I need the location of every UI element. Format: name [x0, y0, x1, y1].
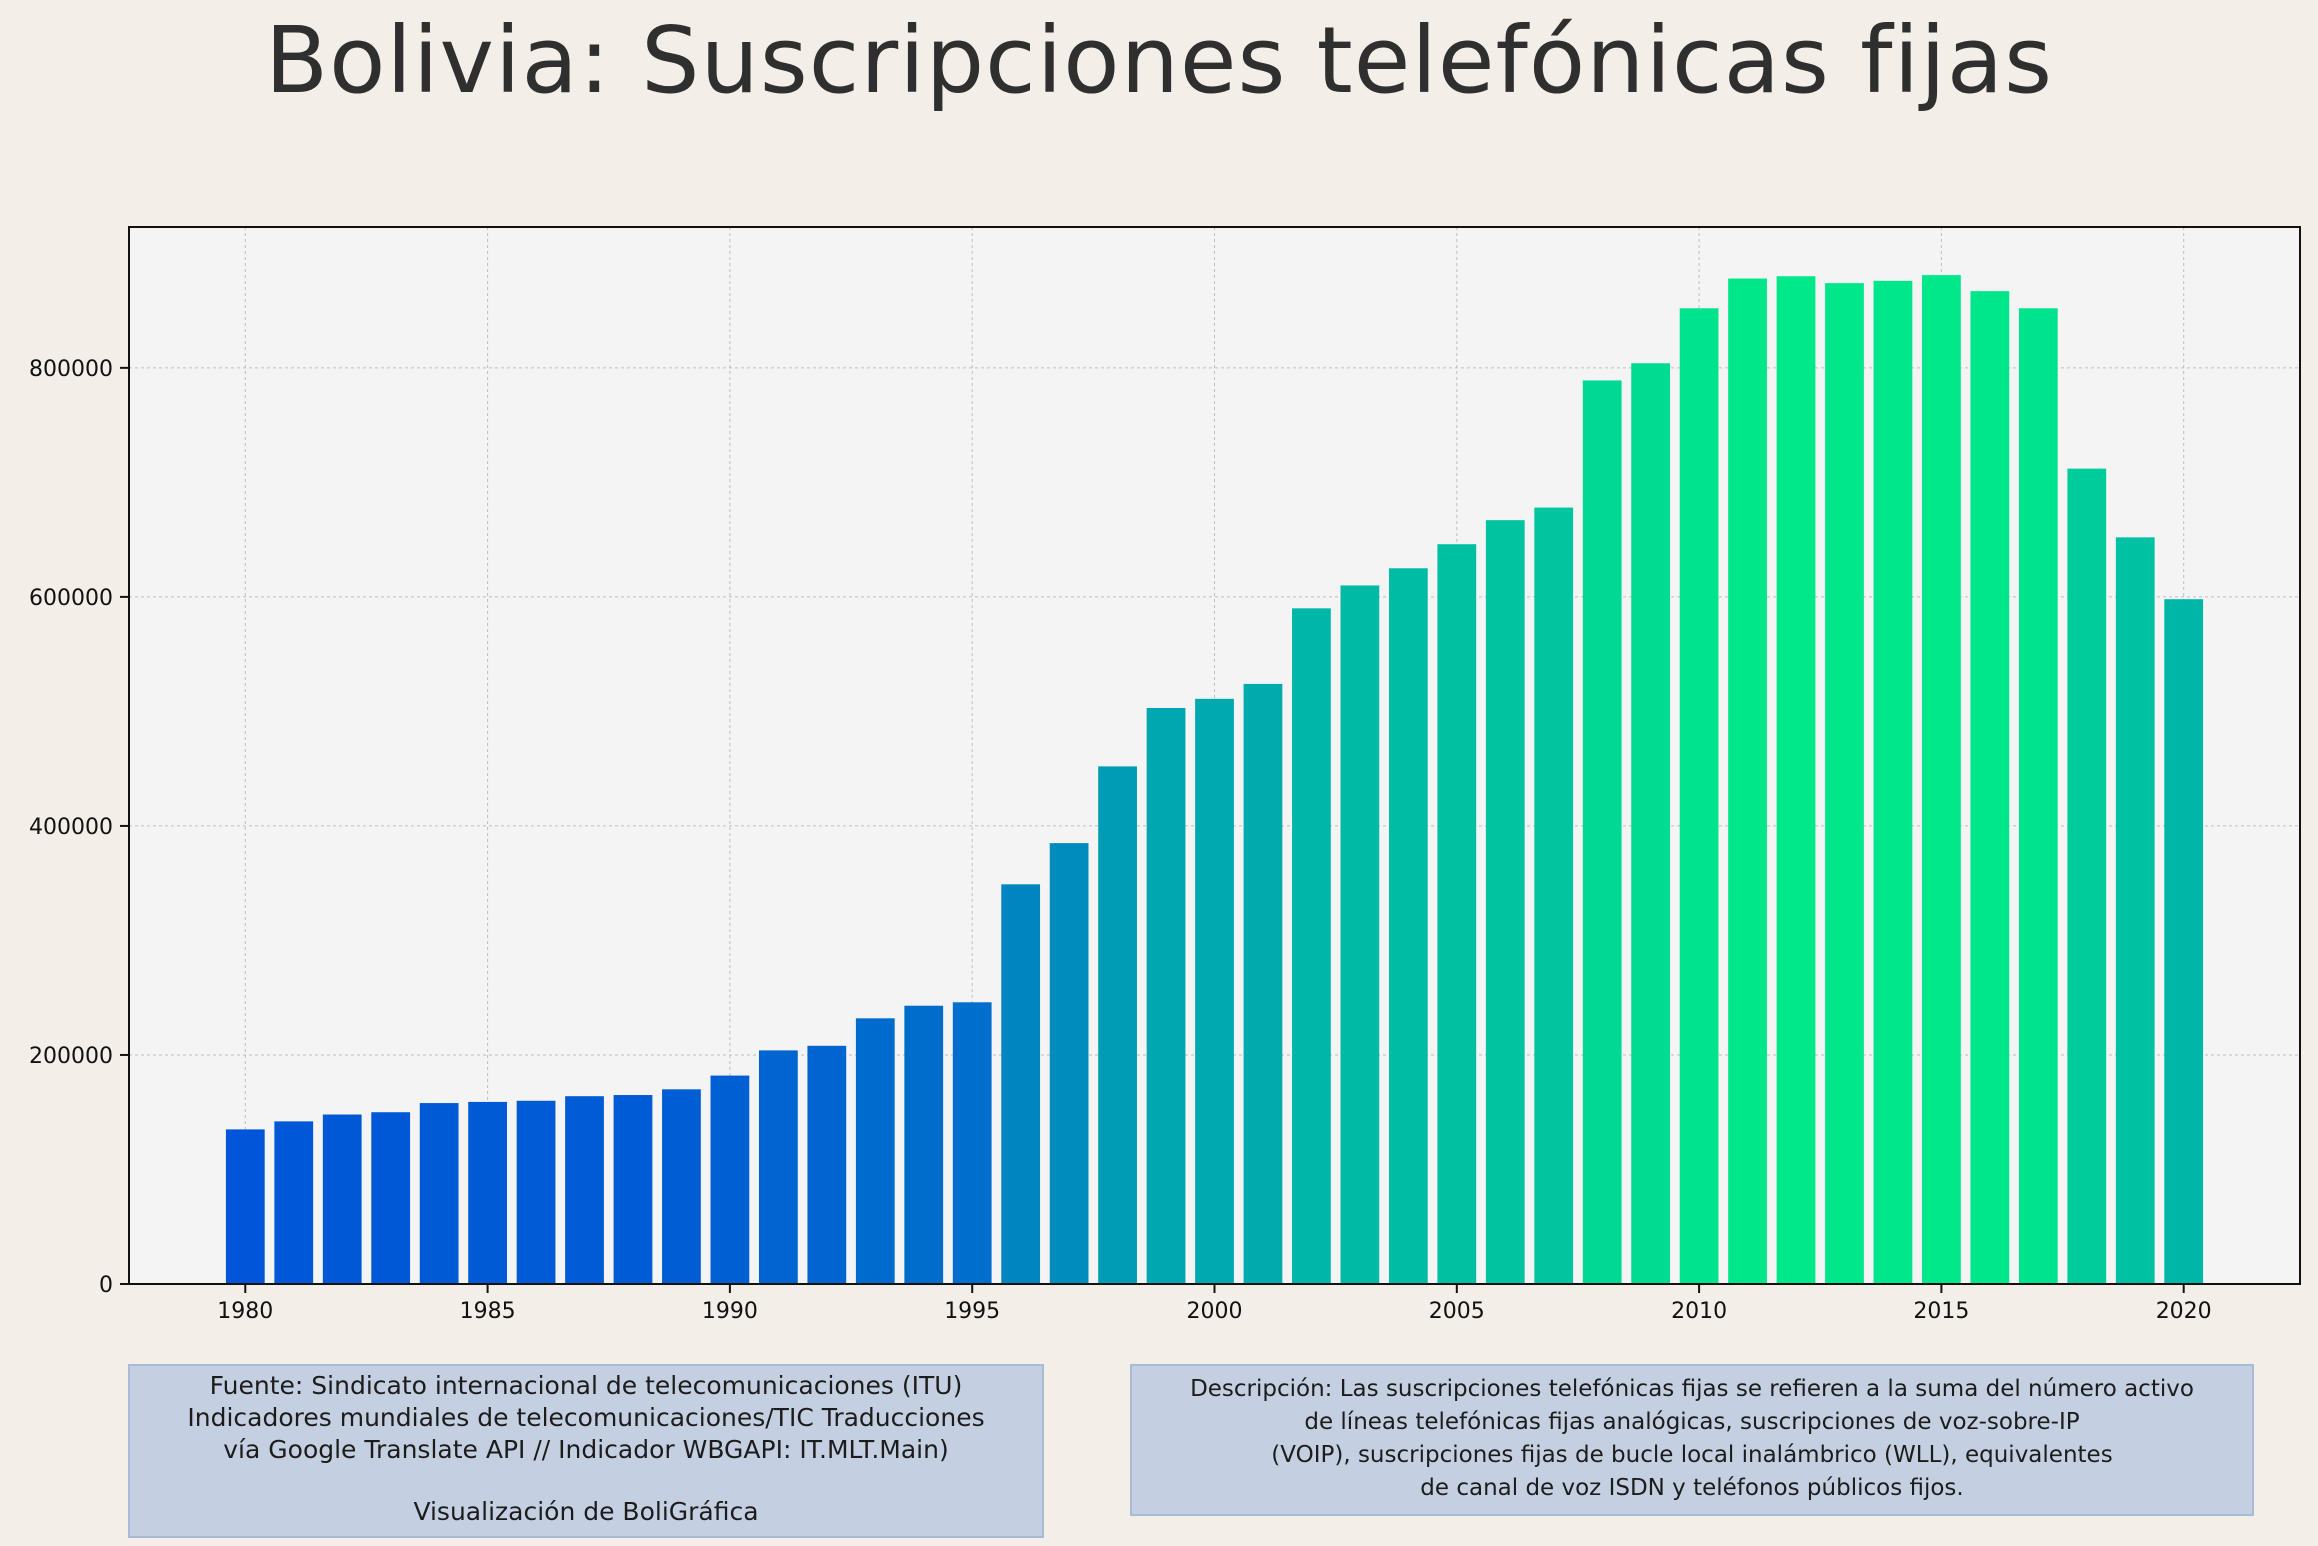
bar-1988	[613, 1095, 653, 1284]
bar-2008	[1582, 380, 1622, 1284]
chart-title: Bolivia: Suscripciones telefónicas fijas	[265, 7, 2053, 114]
bar-1998	[1098, 766, 1137, 1284]
x-tick-label: 1980	[217, 1299, 273, 1324]
bar-1995	[952, 1002, 992, 1284]
bar-2017	[2018, 308, 2058, 1284]
bar-2014	[1873, 280, 1913, 1285]
x-tick-label: 2000	[1187, 1299, 1243, 1324]
x-tick-label: 2005	[1429, 1299, 1485, 1324]
x-tick-label: 2015	[1913, 1299, 1969, 1324]
bar-chart: 1980 1985 1990 1995 2000 2005 2010 2015 2020 0 200…	[29, 226, 2301, 1324]
bar-2020	[2164, 599, 2204, 1284]
y-tick-label: 0	[99, 1273, 113, 1298]
source-line-2: Indicadores mundiales de telecomunicacio…	[187, 1403, 985, 1432]
bar-2003	[1340, 585, 1380, 1284]
x-tick-label: 1995	[944, 1299, 1000, 1324]
bar-1982	[322, 1114, 362, 1284]
bar-1996	[1001, 884, 1041, 1284]
x-tick-label: 1985	[460, 1299, 516, 1324]
bar-1983	[371, 1112, 411, 1284]
bar-2007	[1534, 507, 1574, 1284]
source-note: Fuente: Sindicato internacional de telec…	[128, 1364, 1044, 1538]
bar-1993	[855, 1018, 895, 1284]
bar-2010	[1679, 308, 1719, 1284]
bar-2006	[1485, 520, 1525, 1284]
bar-1981	[274, 1121, 314, 1284]
x-tick-label: 2020	[2156, 1299, 2212, 1324]
y-tick-label: 200000	[29, 1044, 113, 1069]
bar-1997	[1049, 843, 1089, 1284]
bar-2016	[1970, 291, 2010, 1284]
bar-2009	[1631, 363, 1671, 1285]
bar-2012	[1776, 276, 1816, 1284]
bar-1990	[710, 1075, 750, 1284]
y-tick-label: 800000	[29, 357, 113, 382]
bar-1985	[468, 1101, 507, 1284]
x-tick-label: 1990	[702, 1299, 758, 1324]
credit-line: Visualización de BoliGráfica	[413, 1497, 759, 1526]
bar-1987	[565, 1096, 604, 1284]
bar-1989	[662, 1089, 701, 1284]
bar-1994	[904, 1005, 944, 1284]
bar-1999	[1146, 707, 1186, 1284]
bar-2018	[2067, 468, 2107, 1285]
y-tick-label: 600000	[29, 586, 113, 611]
bar-2004	[1388, 568, 1428, 1284]
bar-1984	[419, 1103, 459, 1284]
description-note: Descripción: Las suscripciones telefónic…	[1130, 1364, 2254, 1516]
y-tick-label: 400000	[29, 815, 113, 840]
axis-ticks: 1980 1985 1990 1995 2000 2005 2010 2015 2020 0 200…	[29, 357, 2212, 1324]
description-line-2: de líneas telefónicas fijas analógicas, …	[1304, 1409, 2080, 1435]
bar-2000	[1195, 698, 1234, 1284]
bar-1980	[225, 1129, 265, 1284]
bar-1992	[807, 1045, 847, 1284]
bar-2013	[1825, 283, 1864, 1284]
description-line-1: Descripción: Las suscripciones telefónic…	[1190, 1376, 2194, 1402]
bar-2015	[1922, 275, 1961, 1284]
bars	[225, 275, 2204, 1285]
description-line-3: (VOIP), suscripciones fijas de bucle loc…	[1271, 1442, 2113, 1468]
bar-2005	[1437, 544, 1477, 1284]
description-line-4: de canal de voz ISDN y teléfonos público…	[1420, 1475, 1964, 1501]
bar-1986	[516, 1100, 556, 1284]
bar-2019	[2115, 537, 2155, 1284]
source-line-1: Fuente: Sindicato internacional de telec…	[209, 1371, 963, 1400]
bar-2001	[1243, 683, 1283, 1284]
source-line-3: vía Google Translate API // Indicador WB…	[223, 1435, 949, 1464]
bar-2011	[1728, 278, 1767, 1284]
bar-2002	[1292, 608, 1331, 1284]
x-tick-label: 2010	[1671, 1299, 1727, 1324]
bar-1991	[758, 1050, 798, 1284]
